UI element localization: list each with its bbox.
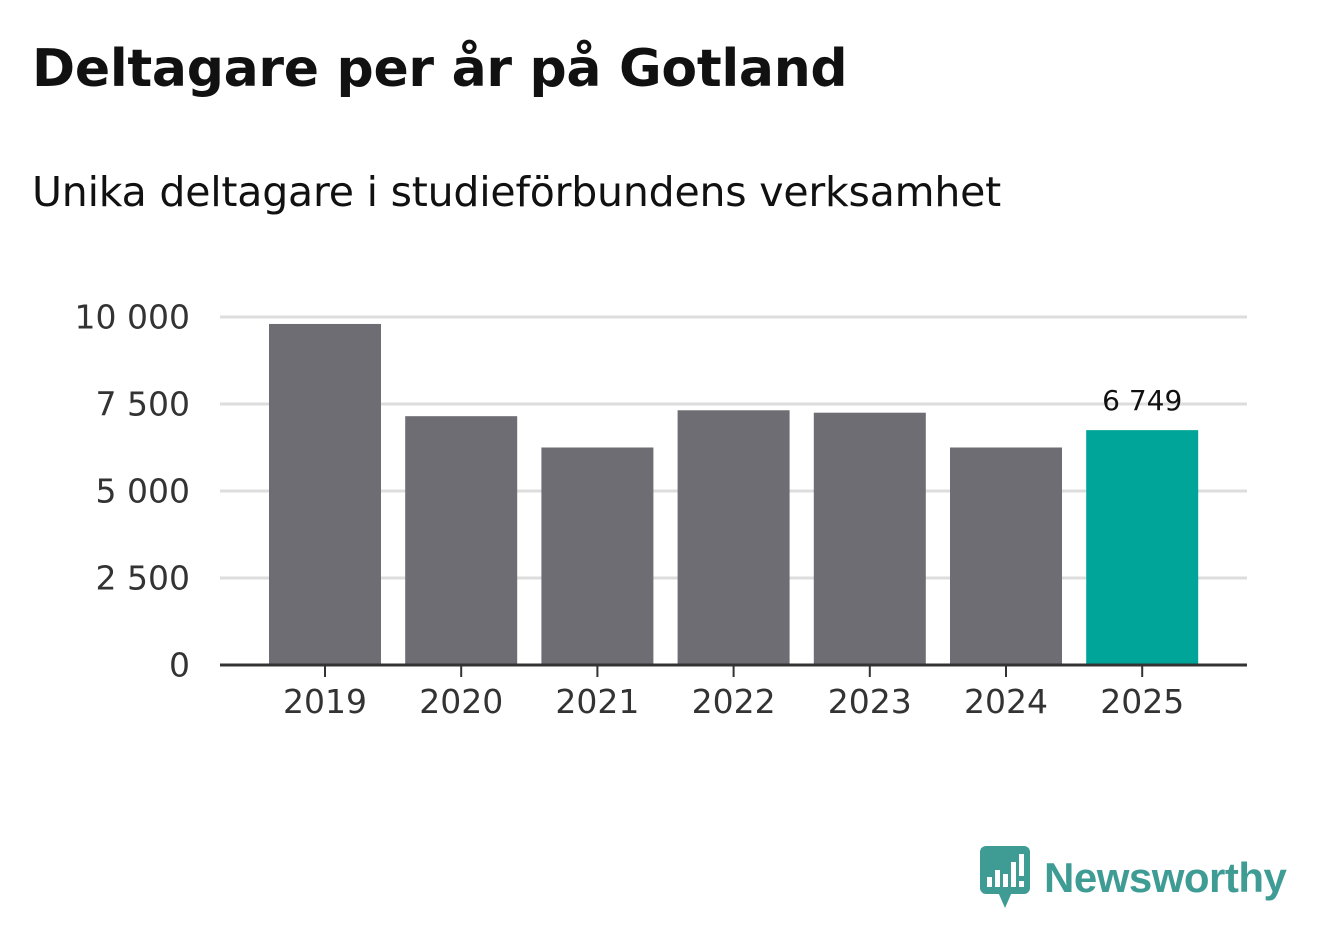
x-tick-label: 2019 bbox=[283, 682, 367, 721]
bar bbox=[1086, 430, 1199, 665]
y-tick-label: 7 500 bbox=[96, 385, 190, 424]
y-tick-label: 0 bbox=[169, 646, 190, 685]
y-tick-label: 5 000 bbox=[96, 472, 190, 511]
bar bbox=[950, 447, 1062, 665]
axes bbox=[220, 663, 1247, 677]
brand-name: Newsworthy bbox=[1044, 854, 1287, 901]
y-tick-label: 10 000 bbox=[75, 298, 190, 337]
bars bbox=[269, 323, 1199, 665]
chart-title: Deltagare per år på Gotland bbox=[32, 39, 848, 99]
x-tick-label: 2024 bbox=[964, 682, 1048, 721]
newsworthy-logo-icon bbox=[980, 846, 1030, 908]
bar bbox=[541, 447, 654, 665]
labels: 0 2 500 5 000 7 500 10 000 2019 2020 2021 2022 20… bbox=[75, 298, 1185, 722]
bar bbox=[269, 323, 381, 665]
x-tick-label: 2021 bbox=[555, 682, 639, 721]
x-tick-label: 2023 bbox=[828, 682, 912, 721]
x-tick-label: 2020 bbox=[419, 682, 503, 721]
y-tick-label: 2 500 bbox=[96, 559, 190, 598]
brand-logo: Newsworthy bbox=[980, 846, 1287, 910]
x-tick-label: 2025 bbox=[1100, 682, 1184, 721]
x-tick-label: 2022 bbox=[692, 682, 776, 721]
bar bbox=[813, 412, 926, 665]
bar bbox=[677, 410, 790, 665]
bar bbox=[405, 416, 518, 665]
data-label: 6 749 bbox=[1102, 384, 1182, 417]
chart-subtitle: Unika deltagare i studieförbundens verks… bbox=[32, 168, 1002, 216]
